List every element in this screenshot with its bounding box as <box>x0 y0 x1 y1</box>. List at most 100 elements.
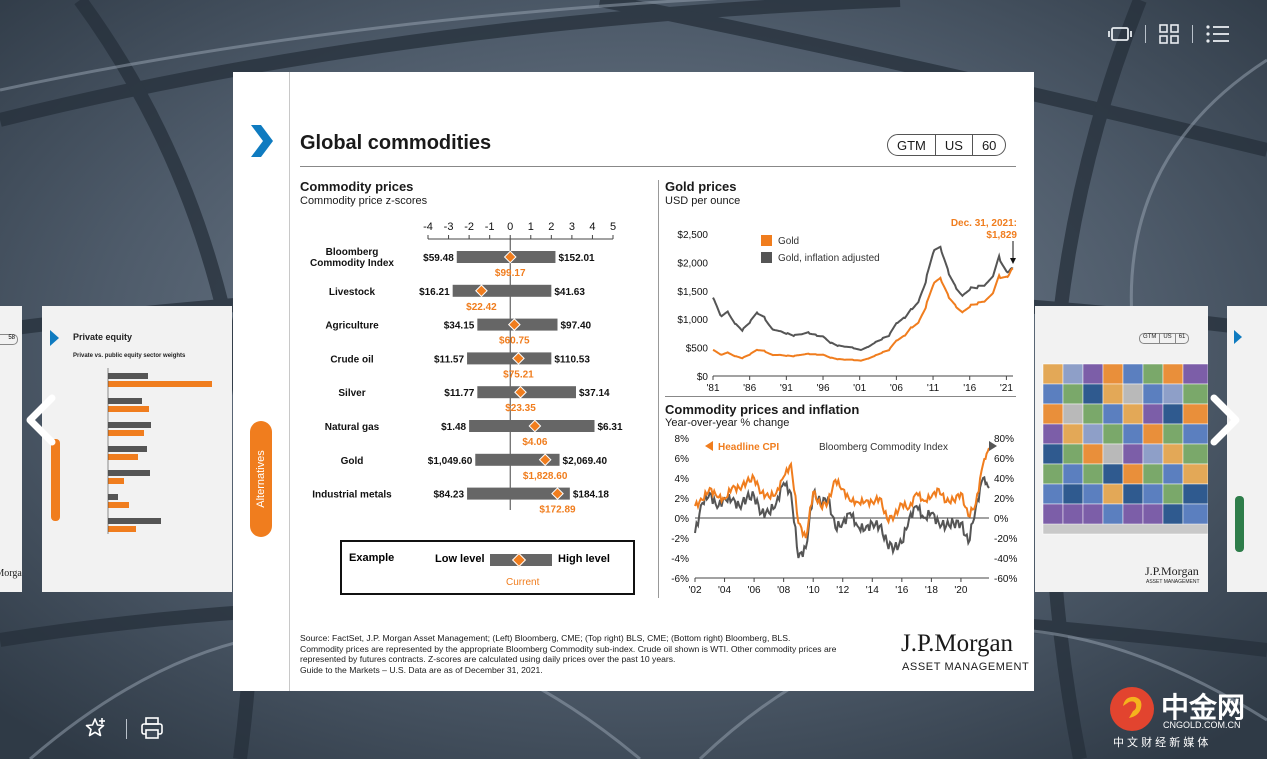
gold-price-chart: $0 $500 $1,000 $1,500 $2,000 $2,500 '81 '86 '91 '… <box>677 218 1017 394</box>
x-tick-label: -3 <box>444 221 454 233</box>
thumbnail-chevron <box>1234 330 1242 344</box>
current-marker <box>512 352 525 365</box>
annotation-date: Dec. 31, 2021: <box>951 218 1017 229</box>
high-value-label: $41.63 <box>554 287 585 298</box>
x-tick-label: '06 <box>748 585 761 596</box>
grid-view-button[interactable] <box>1158 23 1180 45</box>
y-left-tick-label: -2% <box>671 534 689 545</box>
low-value-label: $11.57 <box>434 354 464 365</box>
single-page-icon <box>1108 27 1132 41</box>
x-tick-label: '11 <box>927 383 940 394</box>
x-tick-label: '86 <box>743 383 756 394</box>
legend-swatch <box>761 235 772 246</box>
x-tick-label: '21 <box>1000 383 1013 394</box>
y-tick-label: $500 <box>686 344 709 355</box>
legend-label-bcom: Bloomberg Commodity Index <box>819 442 948 453</box>
x-tick-label: '16 <box>963 383 976 394</box>
page-number-badge: 58 <box>0 334 18 345</box>
series-line-headline-cpi <box>694 447 990 539</box>
y-tick-label: $0 <box>697 372 709 383</box>
y-left-tick-label: 0% <box>675 514 690 525</box>
high-value-label: $152.01 <box>558 253 595 264</box>
example-current-label: Current <box>506 577 540 588</box>
x-tick-label: 1 <box>528 221 534 233</box>
series-line-gold <box>712 267 1014 362</box>
high-value-label: $37.14 <box>579 388 610 399</box>
list-icon <box>1206 25 1229 43</box>
jpmorgan-logo-sub: ASSET MANAGEMENT <box>902 661 1030 673</box>
commodity-prices-heading: Commodity prices <box>300 179 414 194</box>
x-tick-label: '06 <box>890 383 903 394</box>
thumbnail-subtitle: Private vs. public equity sector weights <box>73 353 186 359</box>
inflation-subheading: Year-over-year % change <box>665 417 790 429</box>
thumbnail-previous-2[interactable]: 58 J.P.Morgan <box>0 306 22 592</box>
thumbnail-next-2[interactable] <box>1227 306 1267 592</box>
current-marker <box>507 318 521 331</box>
chevron-right-icon <box>1210 394 1240 446</box>
x-tick-label: '12 <box>836 585 849 596</box>
bookmark-button[interactable] <box>84 716 108 740</box>
category-label: Bloomberg <box>326 247 379 258</box>
y-right-tick-label: -20% <box>994 534 1017 545</box>
thumbnail-bar-chart <box>107 368 212 534</box>
toolbar-separator <box>1192 25 1193 43</box>
low-value-label: $34.15 <box>444 321 475 332</box>
thumbnail-section-tab <box>1235 496 1244 552</box>
high-value-label: $2,069.40 <box>563 456 608 467</box>
next-page-button[interactable] <box>1204 392 1248 448</box>
low-value-label: $59.48 <box>423 253 454 264</box>
thumbnail-section-tab <box>51 439 60 521</box>
badge-page-number: 60 <box>981 138 997 153</box>
panel-divider <box>658 180 659 598</box>
current-marker <box>475 284 488 298</box>
legend-label: Gold, inflation adjusted <box>778 253 880 264</box>
x-tick-label: -4 <box>423 221 433 233</box>
y-left-tick-label: -6% <box>671 574 689 585</box>
range-bar <box>475 453 560 466</box>
thumbnail-asset-class-grid <box>1042 363 1208 535</box>
single-page-view-button[interactable] <box>1107 25 1133 43</box>
source-footnote: Source: FactSet, J.P. Morgan Asset Manag… <box>300 633 880 675</box>
high-value-label: $97.40 <box>561 321 592 332</box>
series-line-gold-inflation-adjusted <box>712 245 1014 352</box>
footnote-line: Commodity prices are represented by the … <box>300 643 837 654</box>
page-badge: GTM US 60 <box>887 134 1007 156</box>
current-marker <box>514 385 527 399</box>
example-low-label: Low level <box>435 553 485 565</box>
current-value-label: $23.35 <box>505 403 536 414</box>
low-value-label: $1.48 <box>441 422 466 433</box>
list-view-button[interactable] <box>1205 24 1231 44</box>
category-label: Livestock <box>329 287 376 298</box>
inflation-heading: Commodity prices and inflation <box>665 402 860 417</box>
previous-page-button[interactable] <box>18 392 62 448</box>
cngold-logo-icon <box>1110 687 1154 731</box>
y-tick-label: $2,500 <box>677 230 708 241</box>
x-tick-label: -1 <box>485 221 495 233</box>
y-tick-label: $2,000 <box>677 258 708 269</box>
slide-margin-line <box>289 72 290 691</box>
thumbnail-logo: J.P.Morgan <box>0 568 22 579</box>
low-value-label: $1,049.60 <box>428 456 473 467</box>
inflation-chart: -6% -4% -2% 0% 2% 4% 6% 8% -60% -40% -20% 0% 20% 40% 6… <box>671 434 1017 596</box>
category-label: Commodity Index <box>310 258 394 269</box>
gold-prices-subheading: USD per ounce <box>665 195 741 207</box>
watermark-domain: CNGOLD.COM.CN <box>1163 720 1241 730</box>
high-value-label: $184.18 <box>573 490 610 501</box>
badge-gtm: GTM <box>888 135 936 155</box>
current-marker <box>551 487 564 500</box>
x-tick-label: '18 <box>925 585 938 596</box>
x-tick-label: '96 <box>817 383 830 394</box>
y-tick-label: $1,500 <box>677 287 708 298</box>
y-right-tick-label: -60% <box>994 574 1017 585</box>
print-button[interactable] <box>140 716 164 740</box>
y-tick-label: $1,000 <box>677 315 708 326</box>
thumbnail-private-equity[interactable]: Private equity Private vs. public equity… <box>42 306 232 592</box>
x-tick-label: '08 <box>777 585 790 596</box>
y-right-tick-label: 60% <box>994 454 1014 465</box>
y-left-tick-label: 4% <box>675 474 690 485</box>
legend-arrow-left <box>705 441 713 451</box>
x-tick-label: 3 <box>569 221 575 233</box>
low-value-label: $11.77 <box>444 388 474 399</box>
thumbnail-next[interactable]: GTM US 61 <box>1035 306 1208 592</box>
